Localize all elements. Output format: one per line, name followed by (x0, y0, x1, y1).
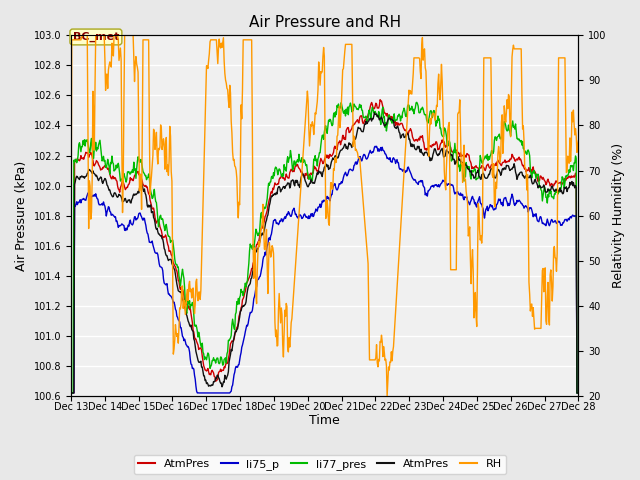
Y-axis label: Air Pressure (kPa): Air Pressure (kPa) (15, 160, 28, 271)
Y-axis label: Relativity Humidity (%): Relativity Humidity (%) (612, 143, 625, 288)
Legend: AtmPres, li75_p, li77_pres, AtmPres, RH: AtmPres, li75_p, li77_pres, AtmPres, RH (134, 455, 506, 474)
Text: BC_met: BC_met (73, 32, 119, 42)
X-axis label: Time: Time (309, 414, 340, 427)
Title: Air Pressure and RH: Air Pressure and RH (248, 15, 401, 30)
